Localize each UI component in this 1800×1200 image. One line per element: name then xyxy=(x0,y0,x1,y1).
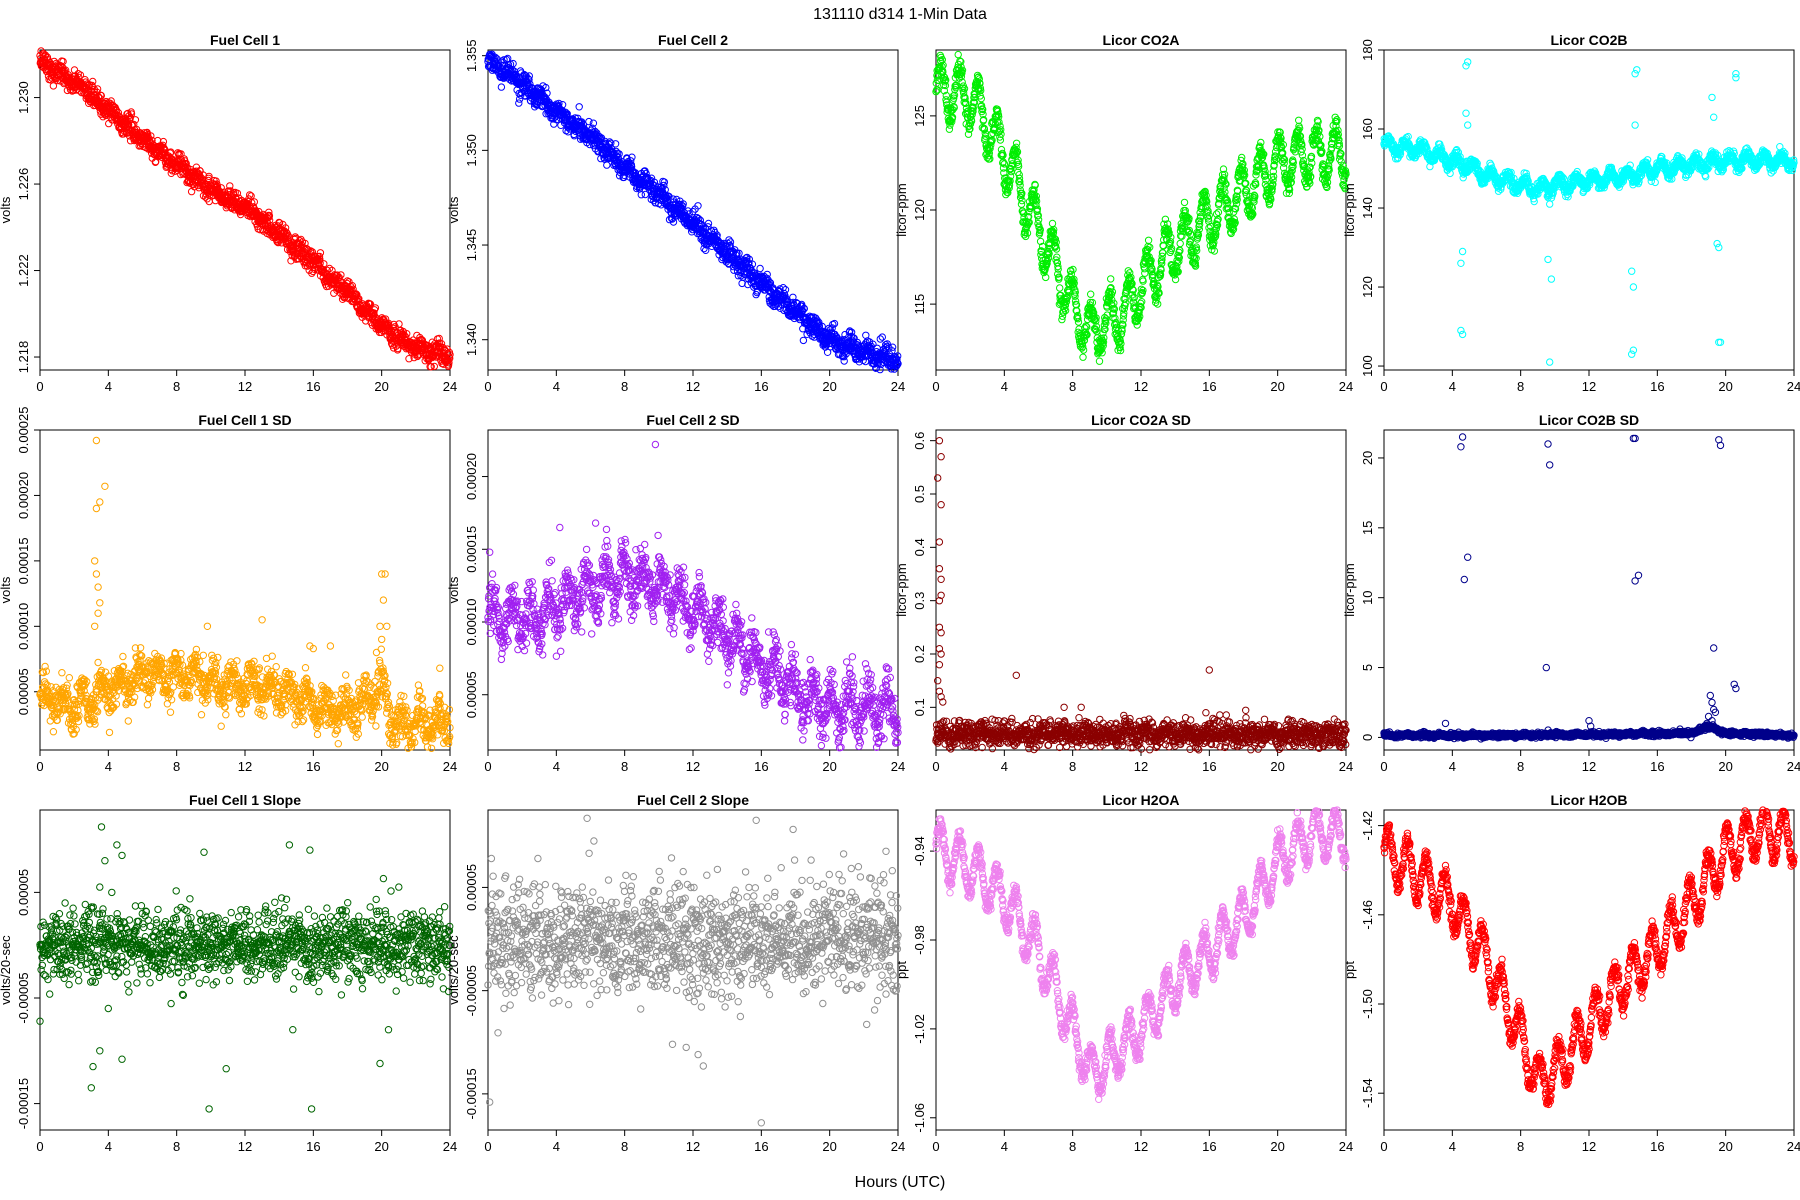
x-tick-label: 0 xyxy=(1380,379,1387,394)
data-point xyxy=(167,148,175,156)
x-tick-label: 16 xyxy=(306,379,320,394)
y-axis-label: volts xyxy=(0,196,13,223)
y-tick-label: 100 xyxy=(1360,355,1375,377)
data-point xyxy=(128,121,137,130)
x-tick-label: 8 xyxy=(621,379,628,394)
x-tick-label: 4 xyxy=(553,379,560,394)
x-tick-label: 24 xyxy=(1787,379,1800,394)
y-tick-label: 1.345 xyxy=(464,229,479,262)
x-tick-label: 8 xyxy=(1069,379,1076,394)
y-tick-label: 125 xyxy=(912,105,927,127)
x-tick-label: 4 xyxy=(1001,379,1008,394)
data-point xyxy=(131,116,140,124)
y-tick-label: 1.230 xyxy=(16,81,31,114)
x-tick-label: 0 xyxy=(484,379,491,394)
data-point xyxy=(252,207,260,216)
data-point xyxy=(205,172,213,181)
data-point xyxy=(250,198,259,206)
figure-title: 131110 d314 1-Min Data xyxy=(813,6,987,23)
y-tick-label: 160 xyxy=(1360,118,1375,140)
data-points xyxy=(36,47,454,371)
y-tick-label: 140 xyxy=(1360,197,1375,219)
y-axis-label: volts xyxy=(446,196,461,223)
data-point xyxy=(182,159,190,168)
x-tick-label: 20 xyxy=(822,379,836,394)
x-tick-label: 12 xyxy=(686,379,700,394)
y-tick-label: 1.355 xyxy=(464,39,479,72)
y-tick-label: 120 xyxy=(912,199,927,221)
x-tick-label: 12 xyxy=(238,379,252,394)
data-point xyxy=(127,110,136,118)
y-tick-label: 1.226 xyxy=(16,168,31,201)
data-point xyxy=(107,97,115,105)
x-tick-label: 24 xyxy=(1339,379,1353,394)
data-point xyxy=(76,71,85,79)
x-tick-label: 8 xyxy=(1517,379,1524,394)
y-tick-label: 120 xyxy=(1360,276,1375,298)
data-point xyxy=(246,191,254,199)
data-point xyxy=(84,81,92,90)
panel-title: Fuel Cell 2 xyxy=(658,32,728,48)
data-point xyxy=(114,109,123,117)
x-tick-label: 24 xyxy=(443,379,457,394)
x-tick-label: 4 xyxy=(105,379,112,394)
panel-title: Fuel Cell 1 xyxy=(210,32,280,48)
y-tick-label: 115 xyxy=(912,294,927,315)
data-point xyxy=(89,77,97,86)
data-point xyxy=(152,157,160,166)
y-axis-label: licor-ppm xyxy=(1342,183,1357,236)
data-point xyxy=(97,91,106,100)
x-tick-label: 20 xyxy=(1270,379,1284,394)
y-axis-label: licor-ppm xyxy=(894,183,909,236)
panel-title: Licor CO2A xyxy=(1102,32,1179,48)
data-point xyxy=(124,121,133,129)
x-tick-label: 4 xyxy=(1449,379,1456,394)
data-point xyxy=(37,47,45,55)
x-tick-label: 0 xyxy=(932,379,939,394)
y-tick-label: 1.222 xyxy=(16,254,31,287)
x-tick-label: 20 xyxy=(1718,379,1732,394)
x-tick-label: 0 xyxy=(36,379,43,394)
data-point xyxy=(49,82,58,90)
x-tick-label: 12 xyxy=(1134,379,1148,394)
x-tick-label: 20 xyxy=(374,379,388,394)
data-point xyxy=(233,189,242,198)
data-point xyxy=(226,182,234,190)
x-tick-label: 16 xyxy=(1202,379,1216,394)
data-point xyxy=(183,178,191,187)
panel-grid: Fuel Cell 1 volts 0 4 8 12 16 20 24 1.218 1.222 1.2… xyxy=(0,32,1800,1154)
y-tick-label: 1.350 xyxy=(464,134,479,167)
panel-title: Licor CO2B xyxy=(1550,32,1627,48)
data-point xyxy=(59,57,67,66)
x-tick-label: 12 xyxy=(1582,379,1596,394)
x-tick-label: 8 xyxy=(173,379,180,394)
panel-fc1: Fuel Cell 1 volts 0 4 8 12 16 20 24 1.218 1.222 1.2… xyxy=(0,32,457,394)
data-point xyxy=(231,194,240,202)
data-point xyxy=(112,106,121,115)
data-point xyxy=(147,132,155,140)
x-tick-label: 16 xyxy=(754,379,768,394)
data-point xyxy=(93,85,102,93)
x-tick-label: 24 xyxy=(891,379,905,394)
data-point xyxy=(124,120,132,128)
x-tick-label: 16 xyxy=(1650,379,1664,394)
y-tick-label: 180 xyxy=(1360,39,1375,61)
x-axis-label: Hours (UTC) xyxy=(855,1174,946,1191)
y-tick-label: 1.218 xyxy=(16,341,31,374)
y-tick-label: 1.340 xyxy=(464,323,479,356)
